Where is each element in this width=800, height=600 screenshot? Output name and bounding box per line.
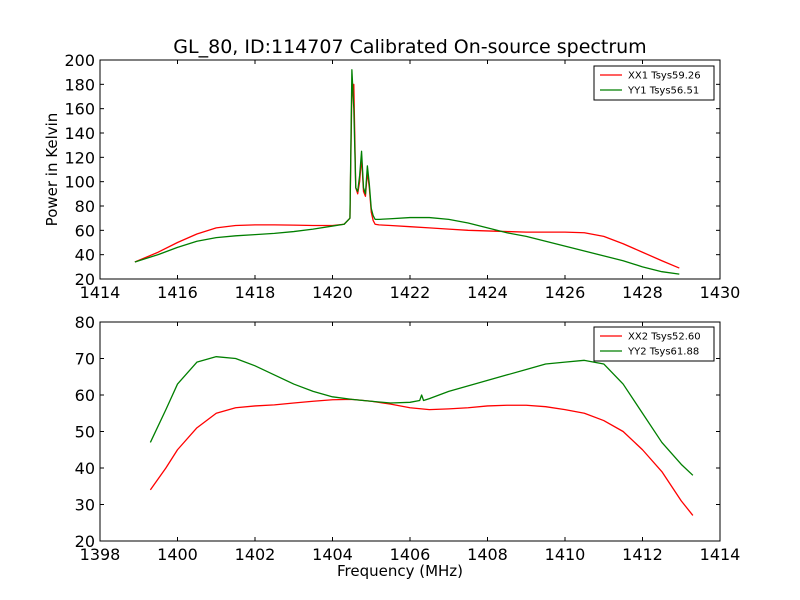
x-tick-label: 1404 <box>312 545 353 564</box>
x-tick-label: 1406 <box>390 545 431 564</box>
x-tick-label: 1410 <box>545 545 586 564</box>
legend-label-0: XX1 Tsys59.26 <box>628 71 701 82</box>
y-tick-label: 40 <box>75 459 95 478</box>
x-tick-label: 1416 <box>157 283 198 302</box>
y-tick-label: 180 <box>64 75 95 94</box>
x-tick-label: 1426 <box>545 283 586 302</box>
x-tick-label: 1424 <box>467 283 508 302</box>
series-line-1-0 <box>149 398 694 516</box>
x-tick-label: 1422 <box>390 283 431 302</box>
y-tick-label: 70 <box>75 350 95 369</box>
series-line-0-1 <box>134 69 680 275</box>
y-tick-label: 160 <box>64 100 95 119</box>
x-tick-label: 1420 <box>312 283 353 302</box>
bottom-plot-xx2-yy2: 1398 1400 1402 1404 1406 1408 1410 1412 1414 20 30… <box>75 313 741 580</box>
x-tick-label: 1414 <box>80 283 121 302</box>
legend-0: XX1 Tsys59.26 YY1 Tsys56.51 <box>593 65 715 101</box>
legend-label-1: YY2 Tsys61.88 <box>627 347 699 358</box>
x-tick-label: 1430 <box>700 283 741 302</box>
x-tick-label: 1400 <box>157 545 198 564</box>
x-tick-label: 1428 <box>622 283 663 302</box>
y-tick-label: 80 <box>75 197 95 216</box>
top-plot-xx1-yy1: 1414 1416 1418 1420 1422 1424 1426 1428 1430 20 40… <box>43 51 740 302</box>
x-axis-title: Frequency (MHz) <box>337 562 463 580</box>
legend-box <box>593 326 715 362</box>
y-tick-label: 60 <box>75 221 95 240</box>
legend-box <box>593 65 715 101</box>
y-tick-label: 30 <box>75 496 95 515</box>
y-tick-label: 100 <box>64 173 95 192</box>
figure-title: GL_80, ID:114707 Calibrated On-source sp… <box>173 36 646 58</box>
series-line-1-1 <box>149 356 694 476</box>
x-tick-label: 1402 <box>235 545 276 564</box>
y-tick-label: 120 <box>64 148 95 167</box>
y-tick-label: 50 <box>75 423 95 442</box>
y-axis-title: Power in Kelvin <box>43 113 61 227</box>
x-tick-label: 1412 <box>622 545 663 564</box>
x-tick-label: 1414 <box>700 545 741 564</box>
legend-label-0: XX2 Tsys52.60 <box>628 332 701 343</box>
legend-label-1: YY1 Tsys56.51 <box>627 86 699 97</box>
y-tick-label: 20 <box>75 532 95 551</box>
y-tick-label: 80 <box>75 313 95 332</box>
x-tick-label: 1418 <box>235 283 276 302</box>
y-tick-label: 200 <box>64 51 95 70</box>
y-tick-label: 40 <box>75 246 95 265</box>
legend-1: XX2 Tsys52.60 YY2 Tsys61.88 <box>593 326 715 362</box>
x-tick-label: 1398 <box>80 545 121 564</box>
x-tick-label: 1408 <box>467 545 508 564</box>
y-tick-label: 140 <box>64 124 95 143</box>
y-tick-label: 20 <box>75 270 95 289</box>
y-tick-label: 60 <box>75 386 95 405</box>
